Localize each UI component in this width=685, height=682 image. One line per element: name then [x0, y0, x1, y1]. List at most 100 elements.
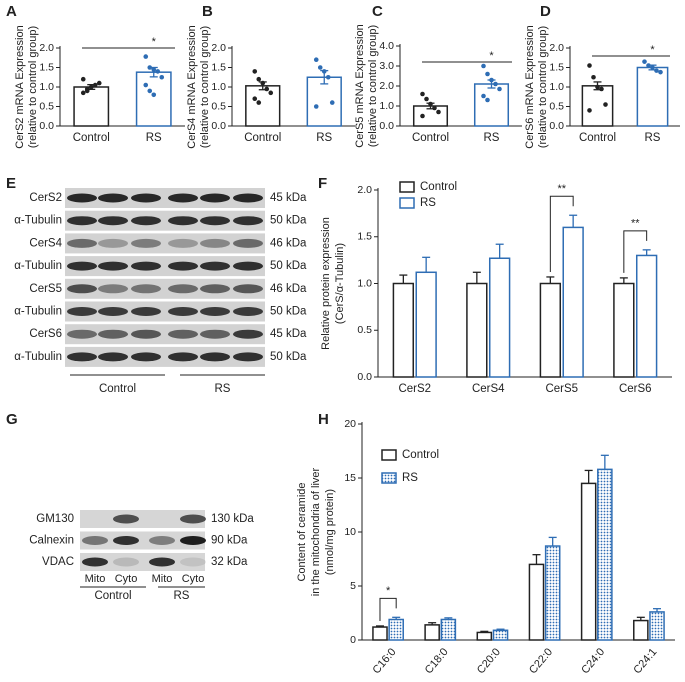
blot-strip — [80, 510, 205, 528]
y-axis-label: in the mitochondria of liver — [310, 467, 322, 596]
y-axis-label: (nmol/mg protein) — [324, 489, 336, 575]
data-point — [264, 86, 270, 92]
blot-band — [180, 514, 206, 524]
data-point — [642, 59, 647, 64]
data-point — [147, 65, 153, 70]
y-tick-label: 4.0 — [379, 40, 394, 52]
panel-label: E — [6, 175, 16, 192]
blot-band — [67, 284, 97, 294]
y-axis-label: CerS6 mRNA Expression — [524, 25, 536, 149]
y-tick-label: 1.5 — [357, 231, 372, 243]
blot-band — [168, 238, 198, 248]
blot-band — [180, 557, 206, 567]
data-point — [587, 108, 592, 113]
x-tick-label: RS — [645, 132, 661, 144]
blot-strip — [65, 256, 265, 277]
data-point — [595, 84, 600, 90]
y-tick-label: 2.0 — [379, 80, 394, 92]
bar — [580, 482, 597, 641]
y-tick-label: 0.5 — [357, 324, 372, 336]
y-tick-label: 0.0 — [549, 120, 564, 132]
x-tick-label: CerS4 — [472, 383, 505, 395]
significance-mark: * — [152, 36, 157, 48]
data-point — [658, 69, 663, 75]
significance-mark: * — [489, 50, 494, 62]
bar — [424, 624, 440, 641]
data-point — [84, 88, 90, 94]
y-tick-label: 1.0 — [549, 81, 564, 93]
y-tick-label: 0.0 — [211, 120, 226, 132]
panel-label: G — [6, 411, 18, 428]
panel-label: H — [318, 411, 329, 428]
data-point — [80, 90, 86, 96]
x-tick-label: CerS2 — [398, 383, 431, 395]
data-point — [428, 101, 433, 107]
data-point — [489, 77, 494, 83]
blot-band — [131, 352, 161, 362]
bar — [73, 86, 110, 127]
blot-kda: 50 kDa — [270, 260, 307, 272]
legend-label: RS — [402, 472, 418, 484]
y-axis-label: (relative to control group) — [199, 26, 211, 148]
y-tick-label: 1.0 — [379, 100, 394, 112]
blot-band — [200, 329, 230, 339]
blot-kda: 46 kDa — [270, 283, 307, 295]
blot-band — [67, 307, 97, 316]
data-point — [654, 68, 659, 73]
blot-kda: 45 kDa — [270, 192, 307, 204]
blot-kda: 50 kDa — [270, 306, 307, 318]
blot-strip — [65, 233, 265, 254]
data-point — [420, 113, 425, 119]
y-tick-label: 0.0 — [357, 371, 372, 383]
x-tick-label: C18:0 — [423, 646, 451, 676]
data-point — [481, 93, 486, 99]
blot-band — [98, 284, 128, 294]
x-tick-label: Control — [244, 132, 281, 144]
data-point — [321, 69, 327, 74]
y-tick-label: 1.5 — [549, 61, 564, 73]
blot-band — [233, 352, 263, 362]
bar — [135, 71, 172, 127]
data-point — [143, 54, 149, 59]
data-point — [143, 82, 149, 88]
blot-band — [200, 284, 230, 294]
data-point — [313, 57, 319, 62]
data-point — [420, 91, 425, 97]
blot-band — [233, 307, 263, 316]
x-tick-label: RS — [316, 132, 332, 144]
blot-band — [200, 352, 230, 362]
bar — [492, 629, 509, 641]
data-point — [252, 69, 258, 74]
blot-band — [67, 261, 97, 271]
x-tick-label: C16:0 — [371, 646, 399, 676]
data-point — [92, 82, 98, 88]
legend-label: RS — [420, 197, 436, 209]
blot-band — [113, 514, 139, 524]
significance-bracket — [549, 195, 574, 272]
lane-label: Cyto — [115, 573, 138, 585]
blot-band — [168, 261, 198, 271]
blot-band — [82, 557, 108, 567]
blot-band — [168, 193, 198, 203]
data-point — [481, 63, 486, 69]
bar — [528, 563, 545, 641]
significance-mark: * — [386, 585, 391, 597]
data-point — [260, 80, 266, 86]
bar — [539, 282, 562, 378]
data-point — [268, 90, 274, 96]
data-point — [96, 80, 102, 86]
legend-swatch — [399, 181, 415, 193]
y-tick-label: 0 — [350, 634, 356, 646]
bar — [633, 619, 649, 641]
y-tick-label: 15 — [344, 472, 356, 484]
blot-strip — [65, 278, 265, 299]
x-tick-label: C24:1 — [631, 646, 659, 676]
y-tick-label: 1.5 — [211, 61, 226, 73]
group-label: Control — [94, 590, 131, 602]
data-point — [603, 102, 608, 107]
y-axis-label: CerS5 mRNA Expression — [354, 24, 366, 148]
blot-band — [67, 329, 97, 339]
y-tick-label: 0.5 — [39, 100, 54, 112]
data-point — [325, 74, 331, 80]
